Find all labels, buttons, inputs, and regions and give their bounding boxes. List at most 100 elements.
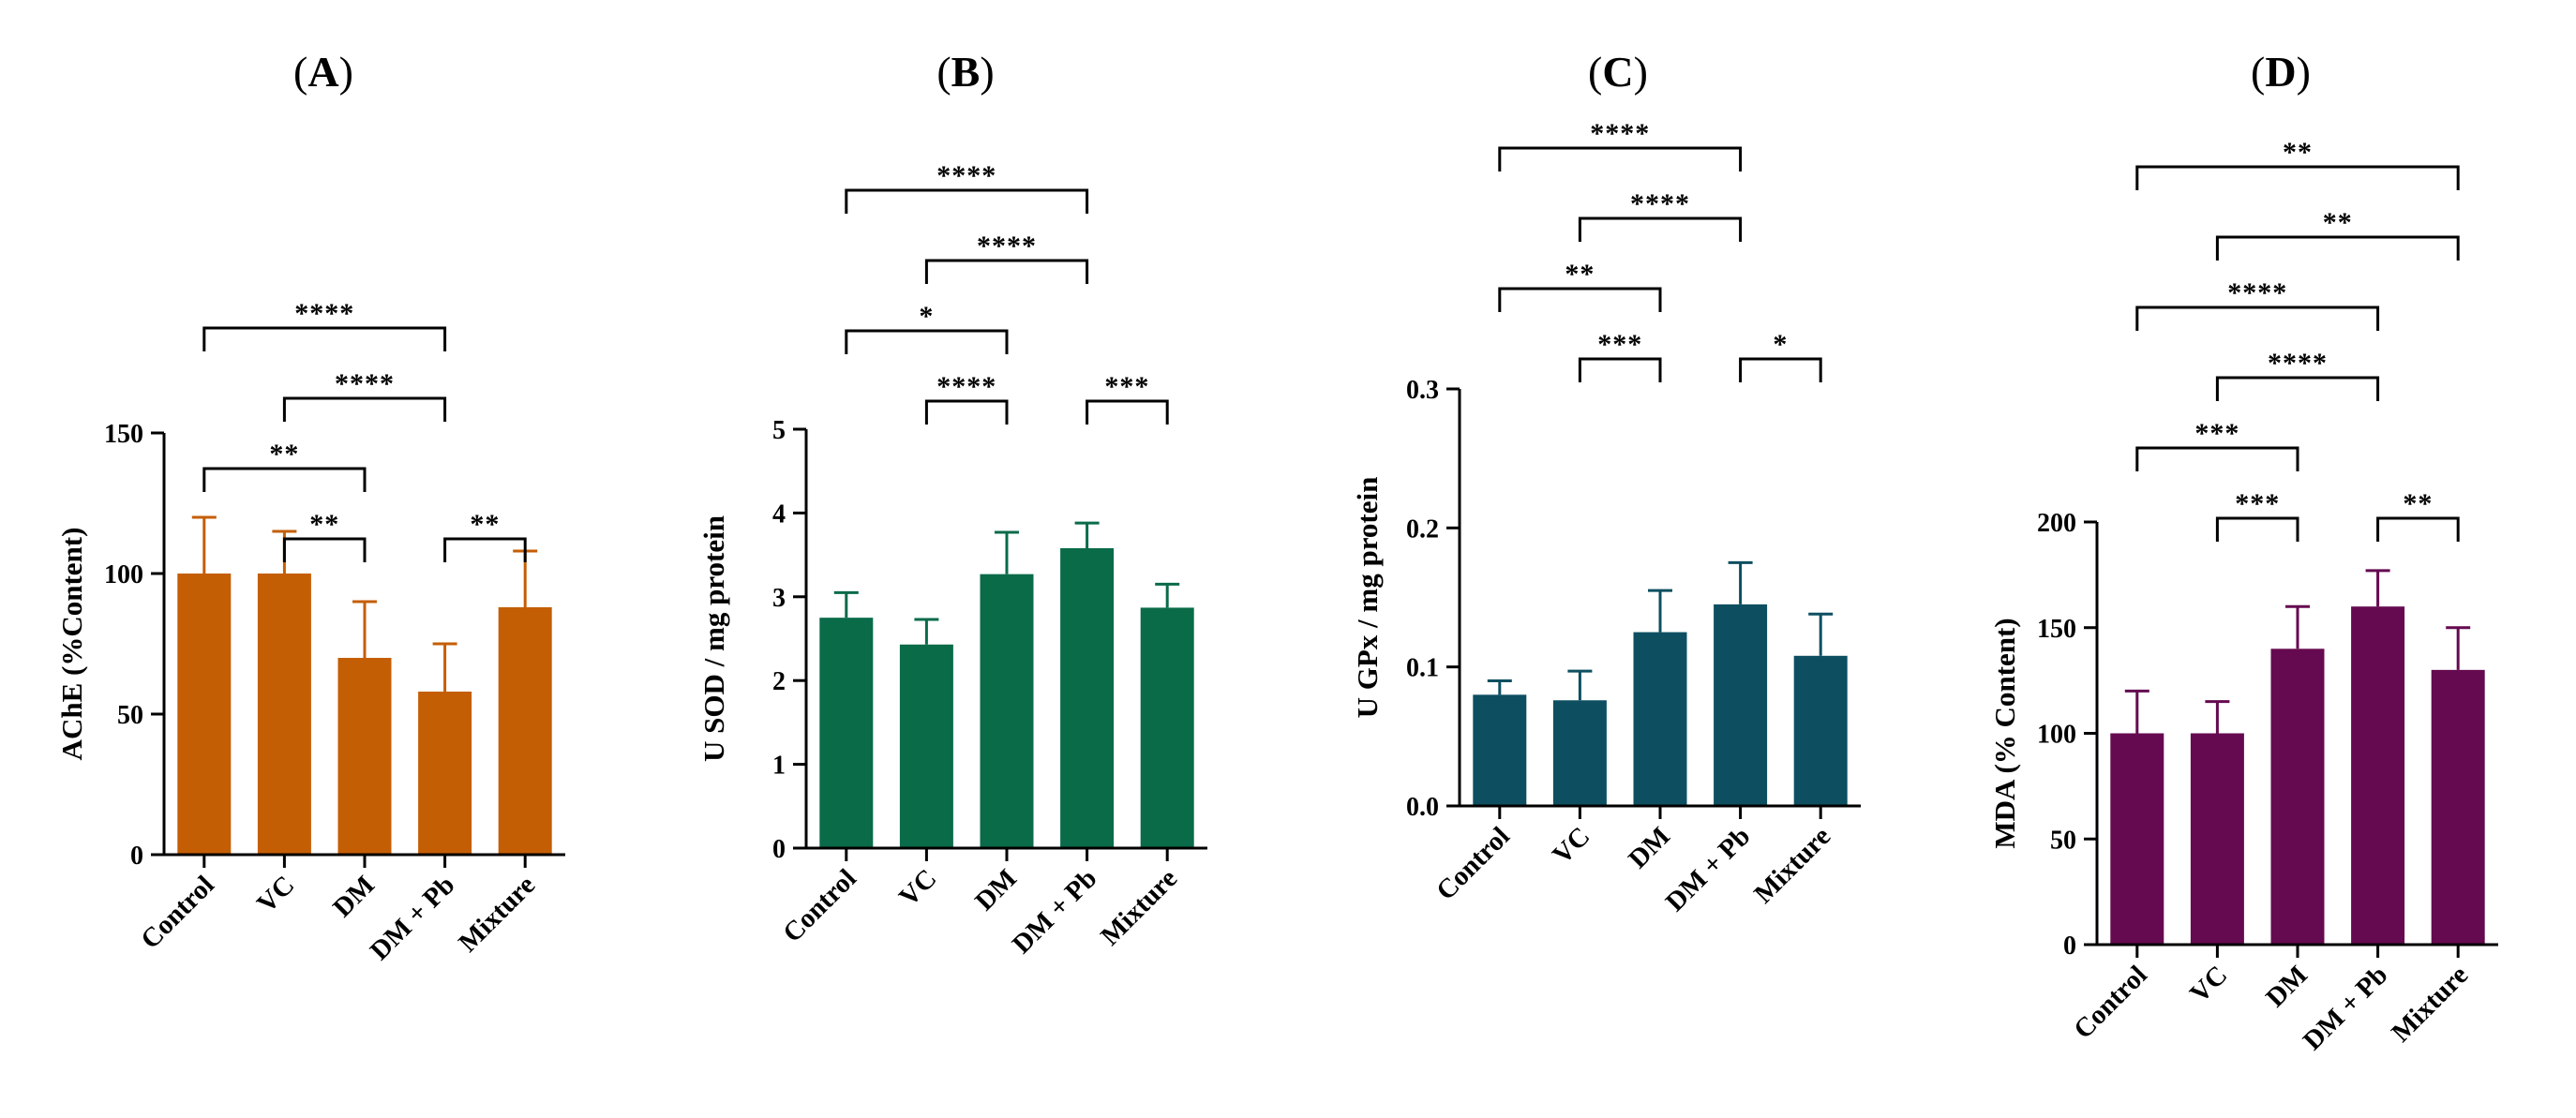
panel-d-letter: D xyxy=(2265,48,2296,96)
chart-b-ylabel: U SOD / mg protein xyxy=(697,515,730,762)
chart-c-sig-label-1: **** xyxy=(1630,188,1690,219)
chart-c-sig-bracket-2 xyxy=(1498,287,1662,312)
chart-d-ytick-label-4: 200 xyxy=(2037,509,2076,538)
chart-b-bar-4 xyxy=(1140,607,1194,848)
chart-d-ytick-label-1: 50 xyxy=(2050,826,2076,855)
chart-c-errorbar-3 xyxy=(1728,560,1753,604)
chart-c-xtick-label-4: Mixture xyxy=(1748,821,1836,909)
chart-a-xtick-label-1: VC xyxy=(251,870,300,918)
chart-b-sig-bracket-1 xyxy=(924,259,1089,284)
chart-c-bar-2 xyxy=(1633,632,1687,806)
chart-b-sig-bracket-3 xyxy=(924,399,1009,425)
chart-c-sig-label-4: * xyxy=(1773,329,1788,360)
chart-d-bar-2 xyxy=(2270,648,2325,945)
chart-d-errorbar-3 xyxy=(2365,569,2390,607)
chart-b-ytick-label-1: 1 xyxy=(772,752,786,781)
chart-c-sig-bracket-4 xyxy=(1739,357,1822,382)
chart-a-xtick-label-0: Control xyxy=(135,870,220,955)
chart-a-ytick-label-2: 100 xyxy=(104,560,143,589)
chart-d-bar-0 xyxy=(2110,733,2164,945)
chart-d-sig-label-1: ** xyxy=(2323,207,2353,238)
chart-c-bar-3 xyxy=(1714,604,1768,806)
chart-c-errorbar-1 xyxy=(1567,669,1593,701)
chart-c-sig-bracket-3 xyxy=(1578,357,1662,382)
chart-b-xtick-label-1: VC xyxy=(893,863,942,912)
chart-c-ytick-label-2: 0.2 xyxy=(1406,514,1439,544)
chart-a-xtick-label-2: DM xyxy=(327,870,381,923)
panel-b-label: (B) xyxy=(936,48,994,96)
chart-d-ytick-label-0: 0 xyxy=(2063,932,2076,961)
chart-d-bar-3 xyxy=(2351,606,2405,945)
chart-c-bar-4 xyxy=(1793,655,1848,806)
chart-c-xtick-label-3: DM + Pb xyxy=(1660,821,1757,917)
chart-a-errorbar-2 xyxy=(352,600,377,658)
chart-d-sig-bracket-4 xyxy=(2135,446,2299,471)
chart-a-sig-bracket-4 xyxy=(443,537,527,562)
chart-b-sig-label-0: **** xyxy=(936,160,996,191)
chart-b-errorbar-0 xyxy=(833,590,859,619)
panel-a-letter: A xyxy=(307,48,338,96)
chart-a-ytick-label-1: 50 xyxy=(117,701,143,730)
chart-d-xtick-label-1: VC xyxy=(2184,960,2233,1008)
chart-d-sig-label-6: ** xyxy=(2403,488,2433,519)
chart-a-sig-label-2: ** xyxy=(269,439,299,470)
chart-b-bar-1 xyxy=(899,644,953,848)
chart-d-ytick-label-3: 150 xyxy=(2037,615,2076,644)
panel-b-letter: B xyxy=(951,48,981,96)
chart-d-bar-1 xyxy=(2190,733,2244,945)
chart-d-sig-label-4: *** xyxy=(2194,418,2239,449)
chart-b-sig-bracket-2 xyxy=(845,329,1009,354)
chart-a-bar-0 xyxy=(177,574,232,855)
chart-a-xtick-label-4: Mixture xyxy=(453,870,541,958)
chart-b-bar-0 xyxy=(819,618,874,848)
chart-d-ytick-label-2: 100 xyxy=(2037,721,2076,750)
panel-c-label: (C) xyxy=(1588,48,1648,96)
panel-c-letter: C xyxy=(1602,48,1633,96)
chart-c-sig-bracket-0 xyxy=(1498,146,1743,171)
panel-a-label: (A) xyxy=(293,48,353,96)
chart-d-xtick-label-2: DM xyxy=(2260,960,2314,1013)
chart-b-bar-3 xyxy=(1060,547,1115,848)
chart-d-sig-label-0: ** xyxy=(2283,137,2313,168)
chart-d-sig-bracket-6 xyxy=(2376,516,2460,542)
chart-a-bar-1 xyxy=(257,574,311,855)
chart-b-ytick-label-3: 3 xyxy=(772,584,786,613)
chart-b-errorbar-4 xyxy=(1155,582,1180,608)
chart-b-errorbar-2 xyxy=(995,530,1019,574)
chart-b-bar-2 xyxy=(980,574,1034,848)
chart-d-sig-bracket-5 xyxy=(2215,516,2299,542)
chart-a-sig-bracket-0 xyxy=(202,326,447,351)
chart-b-sig-label-4: *** xyxy=(1104,371,1149,402)
chart-a-sig-bracket-3 xyxy=(282,537,367,562)
chart-b-xtick-label-4: Mixture xyxy=(1095,863,1183,951)
chart-c-xtick-label-2: DM xyxy=(1623,821,1676,874)
chart-b-xtick-label-0: Control xyxy=(777,863,862,948)
chart-a-sig-label-3: ** xyxy=(309,509,339,540)
chart-b-ytick-label-0: 0 xyxy=(772,835,786,864)
chart-a-ylabel: AChE (%Content) xyxy=(55,528,88,761)
chart-a-sig-label-1: **** xyxy=(335,368,395,399)
chart-a-sig-label-0: **** xyxy=(294,298,354,329)
chart-c-xtick-label-1: VC xyxy=(1547,821,1595,870)
chart-d-sig-bracket-0 xyxy=(2135,165,2460,190)
chart-a-sig-bracket-2 xyxy=(202,467,367,492)
chart-d-xtick-label-3: DM + Pb xyxy=(2298,960,2394,1056)
chart-c-bar-0 xyxy=(1473,694,1527,806)
chart-d-ylabel: MDA (% Content) xyxy=(1988,618,2021,848)
chart-b-ytick-label-5: 5 xyxy=(772,416,786,445)
chart-b-errorbar-3 xyxy=(1074,521,1100,548)
chart-b-xtick-label-2: DM xyxy=(969,863,1023,917)
chart-b-sig-label-2: * xyxy=(919,301,934,332)
chart-a-errorbar-0 xyxy=(191,515,217,574)
chart-d-errorbar-1 xyxy=(2205,700,2230,734)
chart-a-bar-4 xyxy=(498,607,552,855)
chart-c-errorbar-0 xyxy=(1487,679,1512,695)
chart-d-sig-label-3: **** xyxy=(2268,348,2328,379)
